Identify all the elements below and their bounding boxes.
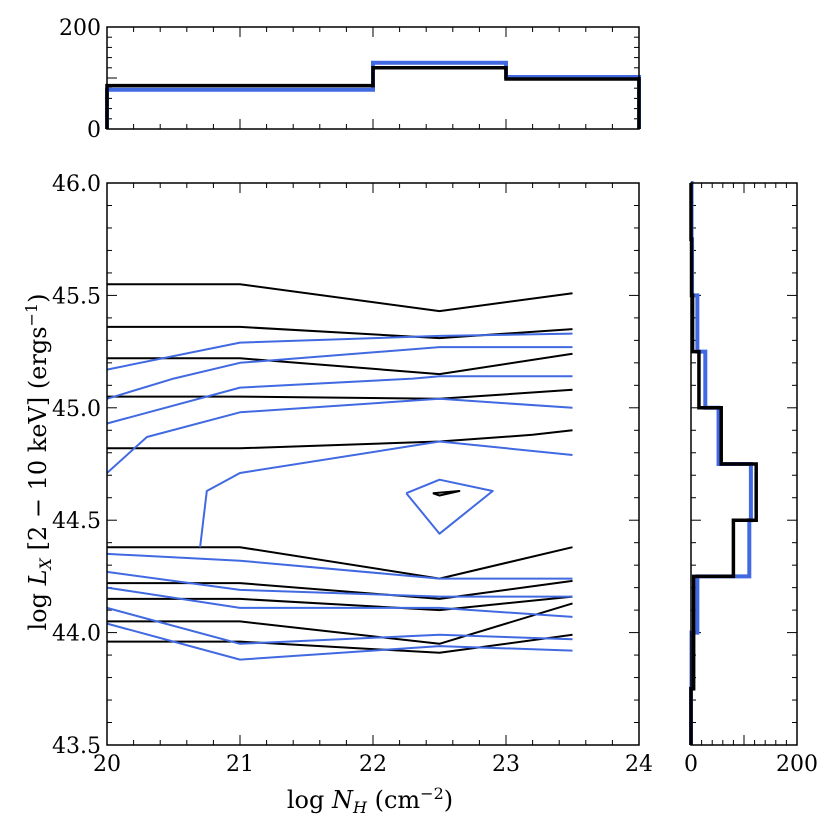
contour-line-black — [107, 602, 573, 645]
contour-line-black — [107, 595, 573, 612]
contour-panel: 20 21 22 23 24 43.5 44.0 44.5 45.0 45.5 46.0 — [52, 172, 653, 777]
right-frame — [690, 182, 798, 746]
x-tick-label: 23 — [492, 752, 520, 777]
top-histogram-step-black — [105, 66, 641, 129]
contour-line-blue — [106, 346, 573, 400]
x-tick-label: 200 — [776, 752, 818, 777]
contour-line-black — [107, 352, 573, 376]
top-histogram-step-blue — [105, 60, 641, 129]
y-tick-label: 43.5 — [52, 734, 101, 759]
contour-line-blue — [405, 478, 494, 535]
top-frame — [106, 26, 640, 130]
contour-line-blue — [106, 332, 573, 371]
y-tick-label: 45.0 — [52, 397, 101, 422]
contour-line-blue — [106, 622, 573, 661]
y-tick-label: 46.0 — [52, 172, 101, 197]
right-histogram-step-black — [689, 183, 758, 745]
contour-line-blue — [199, 440, 573, 548]
x-tick-label: 24 — [625, 752, 653, 777]
contour-line-blue — [106, 552, 573, 580]
y-tick-label: 200 — [59, 16, 101, 41]
contour-line-black — [107, 579, 573, 600]
contour-line-black — [432, 490, 461, 497]
contour-line-black — [107, 325, 573, 340]
y-tick-label: 45.5 — [52, 284, 101, 309]
x-tick-label: 22 — [359, 752, 387, 777]
y-tick-label: 44.0 — [52, 622, 101, 647]
contour-line-blue — [106, 397, 573, 474]
x-tick-label: 21 — [226, 752, 254, 777]
top-histogram-panel: 0 200 — [59, 16, 641, 143]
x-axis-label: log NH (cm−2) — [287, 784, 453, 817]
y-tick-label: 44.5 — [52, 509, 101, 534]
y-tick-label: 0 — [87, 118, 101, 143]
main-frame — [106, 182, 640, 746]
contour-line-black — [107, 546, 573, 580]
x-tick-label: 0 — [684, 752, 698, 777]
contour-line-black — [107, 283, 573, 313]
contour-line-blue — [106, 375, 573, 425]
contour-line-black — [107, 429, 573, 450]
y-axis-label: log LX [2 − 10 keV] (ergs−1) — [22, 293, 55, 630]
contour-line-blue — [106, 586, 573, 618]
right-histogram-panel: 0 200 — [684, 181, 818, 777]
contour-line-blue — [106, 606, 573, 645]
x-tick-label: 20 — [93, 752, 121, 777]
contour-line-blue — [106, 570, 573, 598]
contour-line-black — [107, 388, 573, 400]
